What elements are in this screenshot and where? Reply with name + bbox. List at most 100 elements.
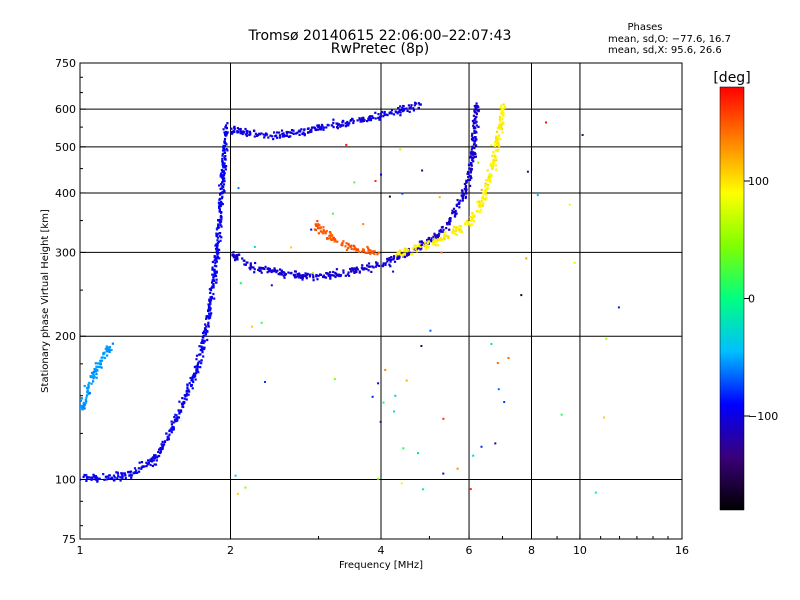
data-point — [469, 175, 472, 178]
data-point — [454, 209, 457, 213]
data-point — [191, 387, 194, 390]
data-point — [159, 451, 162, 455]
data-point — [484, 182, 487, 185]
data-point — [93, 374, 96, 377]
data-point — [560, 413, 563, 416]
data-point — [206, 338, 209, 342]
data-point — [283, 276, 286, 279]
data-point — [331, 274, 334, 277]
data-point — [311, 271, 314, 274]
data-point — [352, 121, 355, 125]
data-point — [468, 178, 472, 181]
data-point — [244, 133, 247, 136]
data-point — [96, 362, 99, 365]
data-point — [349, 245, 352, 249]
data-point — [173, 416, 176, 419]
data-point — [460, 189, 464, 192]
data-point — [141, 465, 145, 468]
data-point — [433, 234, 436, 237]
data-point — [83, 384, 86, 388]
data-point — [393, 255, 396, 258]
data-point — [164, 440, 167, 443]
data-point — [215, 235, 219, 238]
data-point — [374, 265, 377, 268]
data-point — [251, 325, 254, 328]
data-point — [257, 268, 260, 271]
data-point — [312, 279, 315, 282]
data-point — [187, 388, 190, 391]
data-point — [319, 273, 322, 276]
data-point — [185, 392, 188, 395]
data-point — [525, 257, 528, 260]
colorbar — [719, 86, 745, 511]
stats-line-o: mean, sd,O: −77.6, 16.7 — [608, 34, 731, 45]
data-point — [95, 372, 98, 375]
data-point — [456, 199, 459, 202]
data-point — [440, 226, 443, 229]
data-point — [389, 265, 392, 268]
data-point — [471, 219, 474, 222]
data-point — [242, 259, 245, 262]
data-point — [173, 418, 176, 422]
data-point — [356, 119, 359, 122]
data-point — [90, 382, 93, 385]
data-point — [201, 341, 205, 344]
colorbar-tick-label: 100 — [748, 175, 769, 188]
data-point — [406, 109, 409, 112]
data-point — [236, 256, 239, 259]
data-point — [295, 132, 298, 135]
data-point — [377, 477, 380, 480]
data-point — [344, 274, 347, 277]
data-point — [320, 123, 324, 126]
data-point — [201, 349, 204, 352]
data-point — [360, 266, 363, 269]
data-point — [340, 124, 343, 127]
data-point — [327, 124, 330, 127]
data-point — [373, 250, 376, 253]
data-point — [502, 114, 505, 117]
data-point — [122, 472, 125, 475]
data-point — [213, 256, 216, 259]
colorbar-label: [deg] — [713, 70, 750, 86]
data-point — [494, 155, 497, 158]
data-point — [260, 271, 263, 274]
data-point — [278, 134, 281, 137]
data-point — [484, 190, 487, 193]
data-point — [249, 262, 252, 265]
data-point — [290, 129, 294, 132]
data-point — [225, 148, 228, 151]
data-point — [374, 111, 377, 114]
data-point — [459, 199, 462, 202]
data-point — [93, 475, 96, 478]
data-point — [222, 128, 225, 131]
data-point — [452, 207, 456, 210]
data-point — [85, 394, 89, 397]
data-point — [494, 164, 497, 167]
data-point — [405, 107, 408, 110]
data-point — [133, 467, 137, 470]
data-point — [398, 109, 401, 112]
data-point — [433, 232, 436, 235]
data-point — [205, 315, 208, 318]
data-point — [423, 245, 426, 248]
data-point — [499, 117, 502, 120]
data-point — [417, 452, 419, 455]
data-point — [330, 124, 333, 127]
data-point — [402, 104, 405, 108]
data-point — [464, 186, 467, 189]
data-point — [217, 225, 220, 228]
data-point — [170, 420, 173, 423]
data-point — [379, 420, 382, 423]
data-point — [121, 475, 124, 478]
data-point — [426, 242, 429, 245]
data-point — [130, 474, 133, 477]
data-point — [452, 225, 456, 228]
data-point — [153, 454, 156, 457]
data-point — [167, 435, 170, 438]
data-point — [128, 474, 131, 477]
data-point — [272, 270, 275, 273]
data-point — [500, 104, 503, 107]
data-point — [326, 272, 329, 275]
data-point — [243, 263, 246, 266]
data-point — [216, 228, 219, 231]
